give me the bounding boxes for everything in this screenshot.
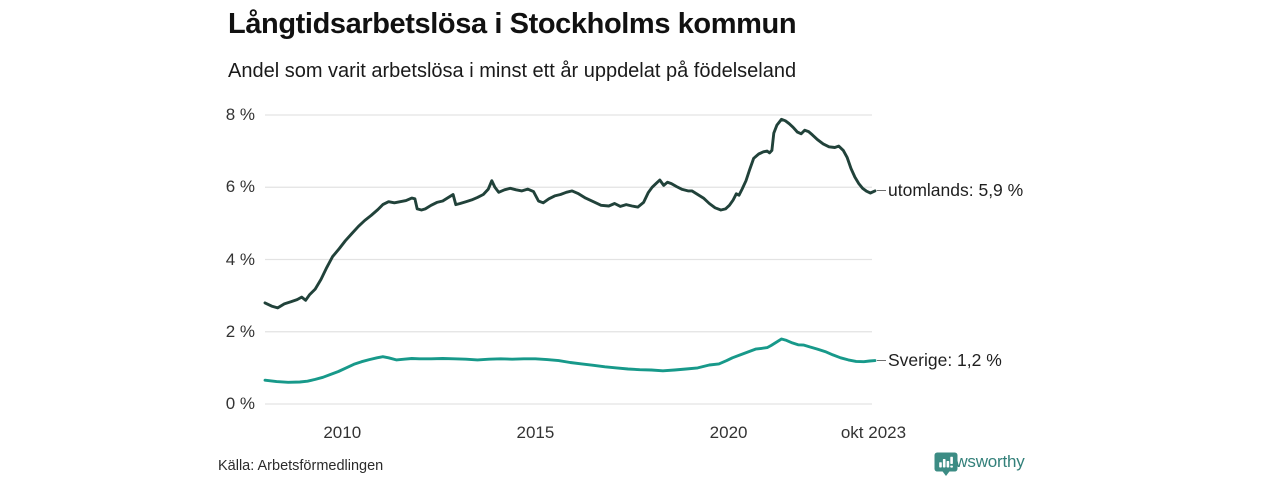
y-tick-label: 2 % (225, 321, 255, 341)
page-title: Långtidsarbetslösa i Stockholms kommun (228, 8, 797, 40)
legend-tick-dash (877, 190, 886, 192)
source-note: Källa: Arbetsförmedlingen (218, 458, 384, 474)
x-tick-label: 2020 (709, 423, 748, 442)
y-tick-label: 8 % (225, 105, 255, 124)
y-tick-label: 6 % (225, 177, 255, 197)
x-tick-label: 2015 (516, 423, 555, 442)
page-subtitle: Andel som varit arbetslösa i minst ett å… (228, 60, 797, 82)
y-tick-label: 4 % (225, 249, 255, 269)
bar-chart-speech-bubble-icon (934, 452, 958, 476)
series-end-label-utomlands: utomlands: 5,9 % (877, 180, 1023, 202)
series-end-label-text: Sverige: 1,2 % (888, 350, 1002, 371)
series-line-sverige (263, 337, 877, 384)
series-end-label-text: utomlands: 5,9 % (888, 180, 1024, 201)
x-tick-label: 2010 (323, 423, 362, 442)
y-tick-label: 0 % (225, 394, 255, 413)
legend-tick-dash (877, 360, 886, 362)
newsworthy-logo: Newsworthy (934, 452, 1025, 476)
series-end-label-sverige: Sverige: 1,2 % (877, 350, 1002, 372)
x-tick-label: okt 2023 (840, 423, 907, 442)
series-line-utomlands (263, 117, 877, 310)
